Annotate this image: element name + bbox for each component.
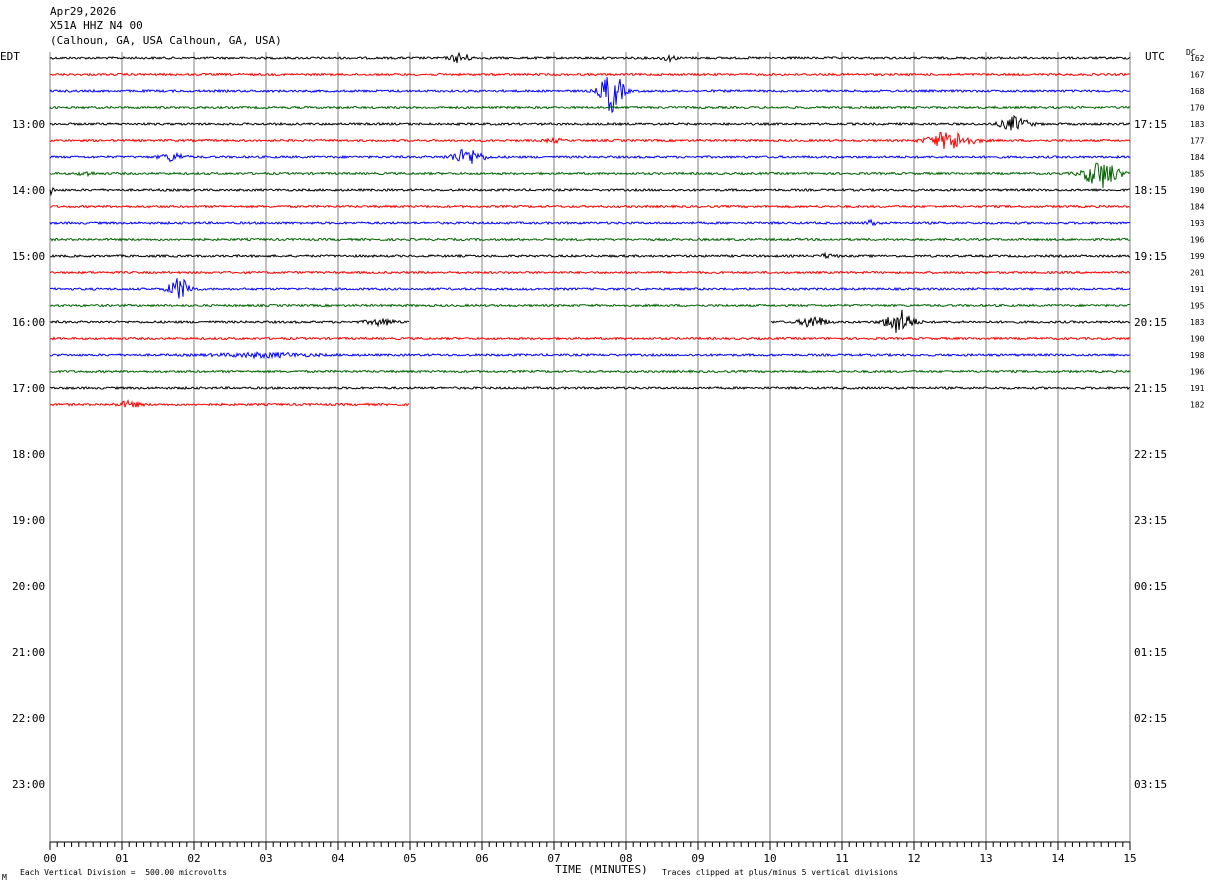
trace-line	[49, 131, 1131, 149]
trace-line	[49, 77, 1130, 114]
dc-offset-label: 184	[1190, 153, 1205, 162]
trace-line	[49, 251, 1131, 260]
edt-hour-label: 14:00	[12, 184, 45, 197]
edt-hour-label: 15:00	[12, 250, 45, 263]
dc-offset-label: 193	[1190, 219, 1205, 228]
trace-line	[49, 278, 1131, 299]
edt-hour-label: 22:00	[12, 712, 45, 725]
edt-hour-label: 13:00	[12, 118, 45, 131]
x-tick-label: 12	[907, 852, 920, 865]
right-timezone-label: UTC	[1145, 50, 1165, 63]
trace-line	[49, 218, 1131, 227]
utc-hour-label: 23:15	[1134, 514, 1167, 527]
dc-offset-label: 191	[1190, 285, 1205, 294]
dc-offset-label: 168	[1190, 87, 1205, 96]
trace-line	[49, 270, 1131, 275]
x-tick-label: 06	[475, 852, 488, 865]
utc-hour-label: 01:15	[1134, 646, 1167, 659]
trace-line	[49, 72, 1131, 77]
trace-line	[49, 336, 1131, 341]
trace-line	[49, 186, 1130, 197]
dc-offset-label: 170	[1190, 104, 1205, 113]
corner-mark: M	[2, 873, 7, 882]
edt-hour-label: 18:00	[12, 448, 45, 461]
dc-offset-label: 201	[1190, 269, 1205, 278]
trace-line	[49, 399, 410, 408]
clip-note: Traces clipped at plus/minus 5 vertical …	[662, 868, 899, 877]
edt-hour-label: 20:00	[12, 580, 45, 593]
edt-hour-label: 19:00	[12, 514, 45, 527]
x-tick-label: 14	[1051, 852, 1065, 865]
dc-offset-label: 199	[1190, 252, 1205, 261]
dc-offset-label: 191	[1190, 384, 1205, 393]
trace-line	[49, 51, 1131, 64]
x-tick-label: 01	[115, 852, 128, 865]
edt-hour-label: 17:00	[12, 382, 45, 395]
dc-offset-label: 167	[1190, 71, 1205, 80]
utc-hour-label: 19:15	[1134, 250, 1167, 263]
date-label: Apr29,2026	[50, 5, 117, 18]
utc-hour-label: 20:15	[1134, 316, 1167, 329]
x-tick-label: 09	[691, 852, 704, 865]
utc-hour-label: 17:15	[1134, 118, 1167, 131]
dc-offset-label: 162	[1190, 54, 1205, 63]
utc-hour-label: 21:15	[1134, 382, 1167, 395]
station-label: X51A HHZ N4 00	[50, 19, 143, 32]
dc-offset-label: 184	[1190, 203, 1205, 212]
dc-offset-label: 196	[1190, 236, 1205, 245]
trace-line	[49, 385, 1131, 391]
edt-hour-label: 21:00	[12, 646, 45, 659]
trace-line	[49, 162, 1131, 189]
dc-offset-label: 196	[1190, 368, 1205, 377]
dc-offset-label: 182	[1190, 401, 1205, 410]
trace-line	[49, 105, 1131, 110]
dc-offset-label: 198	[1190, 351, 1205, 360]
trace-line	[49, 237, 1131, 242]
trace-line	[49, 351, 1131, 360]
x-tick-label: 08	[619, 852, 632, 865]
utc-hour-label: 03:15	[1134, 778, 1167, 791]
location-label: (Calhoun, GA, USA Calhoun, GA, USA)	[50, 34, 282, 47]
utc-hour-label: 18:15	[1134, 184, 1167, 197]
dc-offset-label: 183	[1190, 318, 1205, 327]
x-axis-title: TIME (MINUTES)	[555, 863, 648, 876]
edt-hour-label: 23:00	[12, 778, 45, 791]
utc-hour-label: 00:15	[1134, 580, 1167, 593]
trace-line	[49, 114, 1131, 131]
x-tick-label: 04	[331, 852, 345, 865]
x-tick-label: 05	[403, 852, 416, 865]
trace-line	[49, 204, 1131, 209]
x-tick-label: 00	[43, 852, 56, 865]
x-tick-label: 02	[187, 852, 200, 865]
x-tick-label: 07	[547, 852, 560, 865]
x-tick-label: 15	[1123, 852, 1136, 865]
left-timezone-label: EDT	[0, 50, 20, 63]
dc-offset-label: 183	[1190, 120, 1205, 129]
x-tick-label: 11	[835, 852, 848, 865]
x-tick-label: 10	[763, 852, 776, 865]
dc-header-label: DC	[1186, 48, 1196, 57]
dc-offset-label: 190	[1190, 335, 1205, 344]
trace-line	[49, 309, 1131, 333]
scale-note: Each Vertical Division = 500.00 microvol…	[20, 868, 228, 877]
utc-hour-label: 22:15	[1134, 448, 1167, 461]
dc-offset-label: 185	[1190, 170, 1205, 179]
trace-line	[49, 148, 1131, 164]
trace-line	[49, 303, 1131, 308]
edt-hour-label: 16:00	[12, 316, 45, 329]
trace-line	[50, 369, 1131, 374]
utc-hour-label: 02:15	[1134, 712, 1167, 725]
dc-offset-label: 177	[1190, 137, 1205, 146]
x-tick-label: 13	[979, 852, 992, 865]
x-tick-label: 03	[259, 852, 272, 865]
dc-offset-label: 195	[1190, 302, 1205, 311]
dc-offset-label: 190	[1190, 186, 1205, 195]
